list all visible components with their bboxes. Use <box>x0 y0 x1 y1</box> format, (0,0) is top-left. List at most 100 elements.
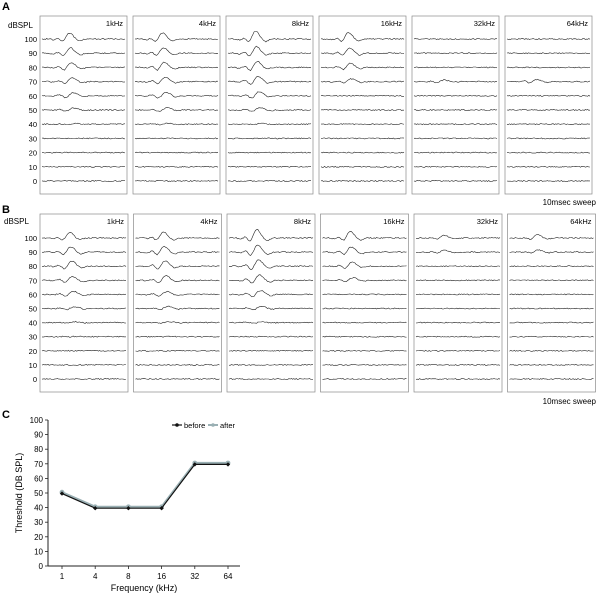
abr-trace <box>413 52 498 55</box>
y-tick-label: 30 <box>34 518 43 527</box>
abr-trace <box>509 364 594 366</box>
frequency-label: 1kHz <box>106 19 123 28</box>
abr-trace <box>41 306 127 311</box>
level-label: 70 <box>29 276 37 285</box>
x-axis-label: Frequency (kHz) <box>111 583 178 593</box>
abr-trace <box>415 249 501 254</box>
abr-trace <box>227 180 311 182</box>
abr-trace <box>228 274 314 284</box>
frequency-label: 64kHz <box>570 217 592 226</box>
x-tick-label: 1 <box>60 572 65 581</box>
level-label: 50 <box>29 305 37 314</box>
level-label: 60 <box>29 92 37 101</box>
abr-trace <box>509 279 594 282</box>
abr-trace <box>322 276 407 282</box>
abr-trace <box>42 62 126 71</box>
legend-label-before: before <box>184 421 205 430</box>
trace-box <box>133 213 222 393</box>
x-tick-label: 32 <box>190 572 199 581</box>
y-tick-label: 80 <box>34 445 43 454</box>
level-label: 10 <box>29 163 37 172</box>
frequency-label: 4kHz <box>199 19 216 28</box>
abr-trace <box>506 180 590 182</box>
abr-trace <box>41 47 126 56</box>
abr-trace <box>506 109 591 111</box>
abr-trace <box>506 66 591 69</box>
legend-marker-before <box>175 423 179 427</box>
abr-trace <box>413 94 498 97</box>
abr-trace <box>135 378 220 380</box>
abr-trace <box>506 94 591 97</box>
series-line-after <box>61 461 228 508</box>
y-tick-label: 0 <box>39 562 44 571</box>
series-line-before <box>61 463 228 509</box>
abr-trace <box>320 78 405 84</box>
abr-trace <box>320 137 405 140</box>
data-point-before <box>126 506 131 511</box>
trace-box <box>39 15 128 195</box>
abr-trace <box>322 230 407 241</box>
abr-trace <box>135 321 220 324</box>
x-tick-label: 4 <box>93 572 98 581</box>
abr-trace <box>41 107 126 112</box>
level-label: 20 <box>29 149 37 158</box>
abr-trace <box>413 137 498 140</box>
legend-label-after: after <box>220 421 236 430</box>
y-axis-label: Threshold (DB SPL) <box>14 453 24 534</box>
abr-trace <box>134 91 219 99</box>
abr-trace <box>135 335 220 338</box>
abr-trace <box>321 123 405 126</box>
level-label: 30 <box>29 134 37 143</box>
abr-trace <box>227 45 312 57</box>
abr-trace <box>41 275 127 283</box>
abr-trace <box>135 290 220 297</box>
abr-trace <box>41 364 126 366</box>
abr-trace <box>134 32 219 42</box>
panel-b-ylabel: dBSPL <box>4 217 29 226</box>
abr-trace <box>228 335 314 338</box>
abr-trace <box>506 123 591 126</box>
abr-trace <box>41 165 126 168</box>
abr-trace <box>227 107 312 112</box>
abr-trace <box>134 180 219 182</box>
abr-trace <box>135 260 220 270</box>
trace-box <box>411 15 500 195</box>
level-label: 30 <box>29 333 37 342</box>
abr-trace <box>227 75 312 85</box>
level-label: 20 <box>29 347 37 356</box>
frequency-label: 16kHz <box>381 19 403 28</box>
abr-trace <box>416 234 501 240</box>
x-tick-label: 16 <box>157 572 166 581</box>
level-label: 100 <box>24 35 37 44</box>
panel-c-label: C <box>2 409 10 421</box>
abr-trace <box>413 123 498 126</box>
abr-trace <box>134 106 219 112</box>
abr-trace <box>322 349 407 352</box>
abr-trace <box>413 109 498 111</box>
y-tick-label: 90 <box>34 431 43 440</box>
abr-trace <box>42 151 126 154</box>
y-tick-label: 20 <box>34 533 43 542</box>
abr-trace <box>320 165 405 168</box>
abr-trace <box>41 246 127 256</box>
abr-trace <box>135 349 220 352</box>
abr-trace <box>228 290 314 298</box>
data-point-before <box>192 462 197 467</box>
level-label: 70 <box>29 78 37 87</box>
abr-trace <box>509 321 594 324</box>
abr-trace <box>507 78 591 84</box>
abr-trace <box>41 335 127 338</box>
abr-trace <box>415 321 501 324</box>
abr-trace <box>41 122 125 126</box>
abr-trace <box>228 364 314 366</box>
abr-trace <box>42 232 127 241</box>
x-tick-label: 8 <box>126 572 131 581</box>
abr-trace <box>415 364 501 366</box>
level-label: 80 <box>29 63 37 72</box>
y-tick-label: 60 <box>34 474 43 483</box>
trace-box <box>132 15 221 195</box>
abr-trace <box>227 137 312 140</box>
abr-trace <box>41 290 127 297</box>
